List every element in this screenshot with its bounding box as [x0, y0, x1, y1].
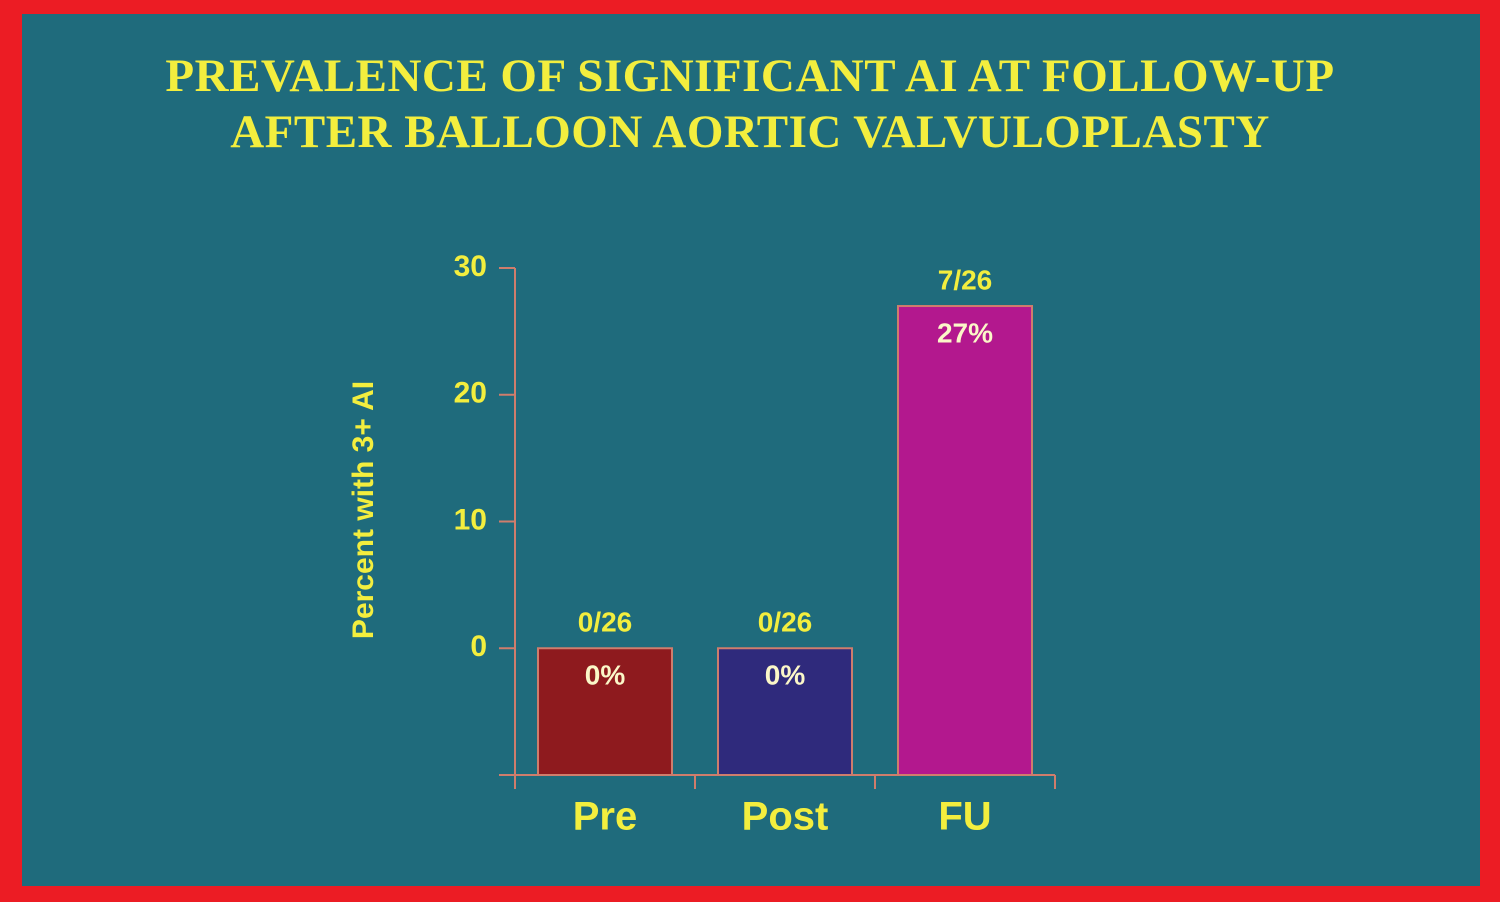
value-label: 0% [765, 660, 806, 691]
bar [717, 647, 853, 776]
y-tick-label: 20 [454, 377, 487, 410]
chart-title: AFTER BALLOON AORTIC VALVULOPLASTY [230, 106, 1270, 158]
count-label: 7/26 [938, 264, 993, 295]
value-label: 27% [937, 317, 993, 348]
x-tick-label: Post [742, 795, 829, 839]
x-tick-label: FU [938, 795, 991, 839]
value-label: 0% [585, 660, 626, 691]
chart-title: PREVALENCE OF SIGNIFICANT AI AT FOLLOW-U… [165, 50, 1334, 102]
bar [897, 305, 1033, 776]
y-tick-label: 0 [470, 630, 487, 663]
bar [537, 647, 673, 776]
y-axis-label: Percent with 3+ AI [347, 381, 380, 639]
y-tick-label: 30 [454, 250, 487, 283]
count-label: 0/26 [578, 607, 633, 638]
count-label: 0/26 [758, 607, 813, 638]
y-tick-label: 10 [454, 503, 487, 536]
x-tick-label: Pre [573, 795, 638, 839]
